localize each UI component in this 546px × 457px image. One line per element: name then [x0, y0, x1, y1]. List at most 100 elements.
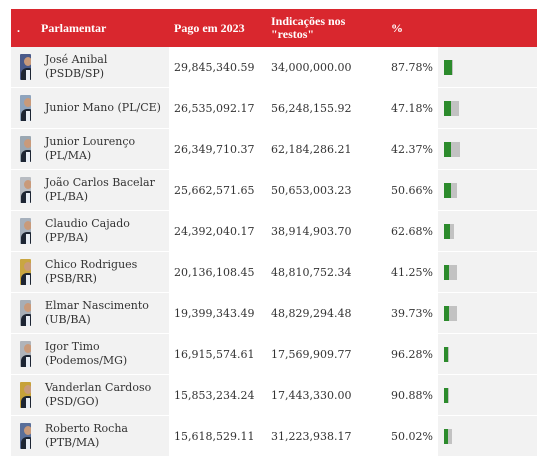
paid-value: 19,399,343.49 — [169, 293, 267, 333]
percent-value: 96.28% — [386, 334, 438, 374]
photo-cell — [11, 334, 31, 374]
paid-bar — [444, 60, 452, 75]
avatar — [20, 300, 31, 326]
header-percent[interactable]: % — [391, 20, 403, 35]
name-line-1: Chico Rodrigues — [45, 258, 138, 271]
paid-value: 16,915,574.61 — [169, 334, 267, 374]
bar-cell — [438, 334, 537, 374]
avatar — [20, 382, 31, 408]
photo-cell — [11, 375, 31, 415]
table-body: José Anibal (PSDB/SP) 29,845,340.59 34,000… — [11, 47, 537, 457]
indications-value: 56,248,155.92 — [267, 88, 386, 128]
name-line-1: Vanderlan Cardoso — [45, 381, 152, 394]
header-bar — [438, 9, 537, 47]
photo-cell — [11, 47, 31, 87]
name-line-2: (PTB/MA) — [45, 436, 100, 449]
name-line-1: Junior Mano (PL/CE) — [45, 101, 161, 114]
name-line-1: João Carlos Bacelar — [45, 176, 155, 189]
paid-bar — [444, 429, 448, 444]
percent-value: 50.02% — [386, 416, 438, 456]
percent-value: 87.78% — [386, 47, 438, 87]
paid-value: 24,392,040.17 — [169, 211, 267, 251]
paid-bar — [444, 265, 450, 280]
table-row: Chico Rodrigues (PSB/RR) 20,136,108.45 48,8… — [11, 252, 537, 293]
avatar — [20, 177, 31, 203]
photo-cell — [11, 416, 31, 456]
avatar — [20, 423, 31, 449]
percent-value: 50.66% — [386, 170, 438, 210]
name-line-1: Igor Timo — [45, 340, 100, 353]
paid-bar — [444, 224, 451, 239]
table-row: José Anibal (PSDB/SP) 29,845,340.59 34,000… — [11, 47, 537, 88]
avatar — [20, 341, 31, 367]
avatar — [20, 259, 31, 285]
parlamentar-name: Junior Lourenço (PL/MA) — [31, 129, 169, 169]
table-row: Igor Timo (Podemos/MG) 16,915,574.61 17,569… — [11, 334, 537, 375]
parlamentar-name: Vanderlan Cardoso (PSD/GO) — [31, 375, 169, 415]
paid-bar — [444, 101, 451, 116]
bar-cell — [438, 47, 537, 87]
percent-value: 41.25% — [386, 252, 438, 292]
table-row: João Carlos Bacelar (PL/BA) 25,662,571.65 5… — [11, 170, 537, 211]
bar-cell — [438, 211, 537, 251]
paid-bar — [444, 142, 451, 157]
indications-value: 34,000,000.00 — [267, 47, 386, 87]
header-paid[interactable]: Pago em 2023 — [174, 20, 245, 35]
indications-value: 48,810,752.34 — [267, 252, 386, 292]
indications-bar — [444, 429, 452, 444]
name-line-2: (Podemos/MG) — [45, 354, 128, 367]
parlamentar-name: Elmar Nascimento (UB/BA) — [31, 293, 169, 333]
parlamentar-name: Roberto Rocha (PTB/MA) — [31, 416, 169, 456]
parlamentar-name: Chico Rodrigues (PSB/RR) — [31, 252, 169, 292]
paid-value: 26,349,710.37 — [169, 129, 267, 169]
table-row: Elmar Nascimento (UB/BA) 19,399,343.49 48,8… — [11, 293, 537, 334]
percent-value: 62.68% — [386, 211, 438, 251]
percent-value: 47.18% — [386, 88, 438, 128]
avatar — [20, 136, 31, 162]
paid-value: 29,845,340.59 — [169, 47, 267, 87]
bar-cell — [438, 88, 537, 128]
parlamentar-name: João Carlos Bacelar (PL/BA) — [31, 170, 169, 210]
avatar — [20, 95, 31, 121]
parlamentar-name: José Anibal (PSDB/SP) — [31, 47, 169, 87]
name-line-1: Claudio Cajado (PP/BA) — [45, 217, 130, 244]
name-line-2: (PSB/RR) — [45, 272, 97, 285]
table-row: Vanderlan Cardoso (PSD/GO) 15,853,234.24 17… — [11, 375, 537, 416]
bar-cell — [438, 375, 537, 415]
indications-value: 17,443,330.00 — [267, 375, 386, 415]
indications-value: 62,184,286.21 — [267, 129, 386, 169]
name-line-2: (PL/BA) — [45, 190, 89, 203]
photo-cell — [11, 129, 31, 169]
header-parlamentar[interactable]: Parlamentar — [41, 20, 107, 35]
data-table: . Parlamentar Pago em 2023 Indicações no… — [11, 9, 537, 457]
paid-value: 26,535,092.17 — [169, 88, 267, 128]
indications-value: 48,829,294.48 — [267, 293, 386, 333]
percent-value: 42.37% — [386, 129, 438, 169]
paid-bar — [444, 347, 449, 362]
indications-value: 31,223,938.17 — [267, 416, 386, 456]
header-index: . — [17, 20, 20, 35]
paid-value: 20,136,108.45 — [169, 252, 267, 292]
bar-cell — [438, 170, 537, 210]
bar-cell — [438, 252, 537, 292]
indications-value: 38,914,903.70 — [267, 211, 386, 251]
percent-value: 39.73% — [386, 293, 438, 333]
name-line-2: (UB/BA) — [45, 313, 91, 326]
indications-value: 17,569,909.77 — [267, 334, 386, 374]
paid-bar — [444, 306, 449, 321]
name-line-1: Elmar Nascimento — [45, 299, 149, 312]
indications-value: 50,653,003.23 — [267, 170, 386, 210]
table-row: Junior Lourenço (PL/MA) 26,349,710.37 62,18… — [11, 129, 537, 170]
bar-cell — [438, 129, 537, 169]
table-row: Roberto Rocha (PTB/MA) 15,618,529.11 31,223… — [11, 416, 537, 457]
name-line-2: (PSD/GO) — [45, 395, 99, 408]
percent-value: 90.88% — [386, 375, 438, 415]
photo-cell — [11, 293, 31, 333]
avatar — [20, 54, 31, 80]
parlamentar-name: Junior Mano (PL/CE) — [31, 88, 169, 128]
parlamentar-name: Igor Timo (Podemos/MG) — [31, 334, 169, 374]
paid-bar — [444, 388, 449, 403]
avatar — [20, 218, 31, 244]
bar-cell — [438, 416, 537, 456]
header-indications[interactable]: Indicações nos "restos" — [271, 14, 346, 41]
